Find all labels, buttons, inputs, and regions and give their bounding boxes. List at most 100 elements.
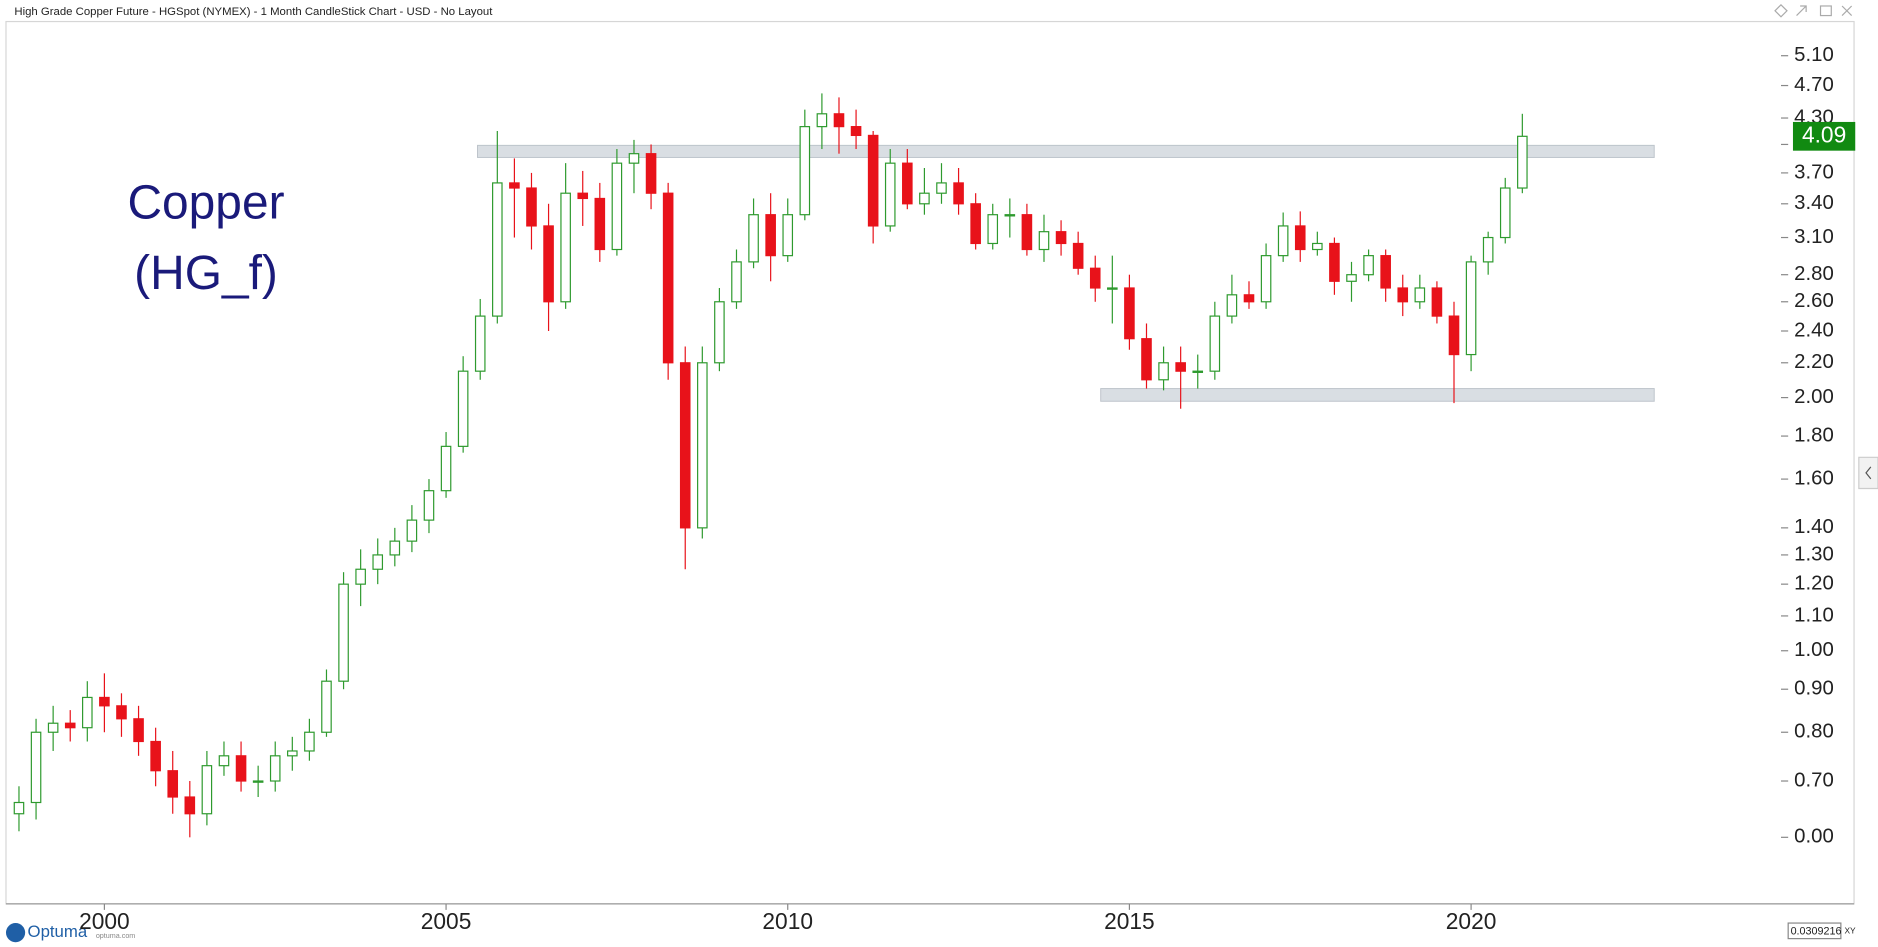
candle bbox=[47, 705, 59, 751]
candle-body bbox=[1158, 362, 1169, 381]
candle-body bbox=[440, 445, 452, 492]
candle bbox=[1465, 255, 1477, 372]
x-tick-label: 2020 bbox=[1446, 908, 1497, 934]
x-tick-label: 2005 bbox=[421, 908, 472, 934]
candle bbox=[1124, 274, 1135, 350]
candle bbox=[389, 527, 401, 567]
candle bbox=[1260, 243, 1272, 309]
y-tick-label: 1.30 bbox=[1794, 543, 1834, 565]
candle bbox=[269, 741, 281, 792]
candle-body bbox=[201, 765, 213, 815]
side-panel-tab[interactable] bbox=[1858, 456, 1878, 490]
readout-box bbox=[1787, 922, 1842, 940]
candle-body bbox=[987, 214, 999, 245]
candle-body bbox=[1329, 242, 1340, 282]
candle bbox=[1329, 237, 1340, 295]
candle-body bbox=[338, 583, 349, 682]
candle-body bbox=[731, 261, 742, 303]
y-tick-label: 1.00 bbox=[1794, 639, 1834, 661]
candle bbox=[645, 144, 657, 210]
candle bbox=[1175, 346, 1186, 409]
candle-body bbox=[1380, 255, 1391, 289]
candle-body bbox=[389, 540, 401, 556]
candle-body bbox=[748, 214, 759, 263]
candle bbox=[1517, 113, 1528, 194]
candle bbox=[372, 538, 384, 585]
candle-body bbox=[116, 705, 127, 720]
candle-body bbox=[287, 750, 298, 757]
icon-layout[interactable] bbox=[1774, 3, 1788, 18]
candle bbox=[1414, 274, 1426, 309]
icon-restore[interactable] bbox=[1819, 5, 1832, 17]
candle-body bbox=[1175, 362, 1186, 372]
candle-body bbox=[1038, 231, 1050, 251]
candle bbox=[526, 172, 537, 250]
candle-body bbox=[594, 197, 606, 251]
window-controls[interactable] bbox=[1774, 3, 1853, 18]
candle bbox=[867, 130, 879, 244]
candle-body bbox=[1141, 338, 1152, 381]
candle bbox=[492, 130, 503, 324]
candle bbox=[543, 203, 554, 332]
y-tick-label: 1.20 bbox=[1794, 573, 1834, 595]
candle bbox=[457, 356, 469, 453]
candle-body bbox=[1414, 287, 1426, 303]
candle bbox=[1431, 281, 1443, 324]
candle bbox=[816, 93, 828, 150]
candle-body bbox=[526, 187, 537, 227]
icon-close[interactable] bbox=[1841, 5, 1853, 16]
candle-body bbox=[1192, 370, 1204, 373]
icon-pin[interactable] bbox=[1796, 5, 1807, 16]
candle bbox=[1380, 249, 1391, 302]
candle-body bbox=[167, 770, 179, 798]
candle-body bbox=[150, 740, 161, 772]
candle-body bbox=[1312, 242, 1323, 251]
candle bbox=[116, 693, 127, 737]
candle bbox=[1312, 231, 1323, 256]
plot: 5.104.704.304.003.703.403.102.802.602.40… bbox=[13, 44, 1856, 934]
candle bbox=[355, 549, 366, 607]
candle bbox=[99, 673, 110, 733]
candle bbox=[1294, 211, 1306, 262]
candle-body bbox=[1260, 255, 1272, 303]
candle-body bbox=[47, 722, 59, 733]
candle-body bbox=[1124, 287, 1135, 340]
candle-body bbox=[1004, 214, 1016, 217]
candle bbox=[850, 109, 862, 150]
candle bbox=[13, 786, 25, 832]
candle bbox=[1448, 301, 1460, 404]
candle bbox=[1363, 249, 1374, 282]
candle-body bbox=[13, 801, 25, 815]
candle bbox=[184, 781, 196, 838]
candle-body bbox=[321, 680, 332, 733]
candle bbox=[765, 193, 776, 282]
candle-body bbox=[1089, 267, 1101, 289]
candle-body bbox=[1482, 236, 1494, 263]
y-tick-label: 0.00 bbox=[1794, 826, 1834, 848]
candle-body bbox=[1294, 225, 1306, 251]
candle-body bbox=[1363, 255, 1374, 276]
y-tick-label: 4.70 bbox=[1794, 74, 1834, 96]
candle-body bbox=[133, 718, 144, 743]
side-panel-arrow[interactable] bbox=[1865, 466, 1872, 480]
candle-body bbox=[64, 722, 76, 729]
y-tick-label: 2.80 bbox=[1794, 263, 1834, 285]
candle bbox=[1055, 220, 1067, 256]
candle bbox=[919, 168, 930, 215]
candle-body bbox=[577, 192, 589, 200]
candle-body bbox=[269, 755, 281, 782]
x-tick-label: 2015 bbox=[1104, 908, 1155, 934]
candle bbox=[628, 139, 640, 194]
candle-body bbox=[1397, 287, 1409, 303]
candle-body bbox=[1072, 242, 1084, 269]
mode-label[interactable]: XY bbox=[1844, 926, 1856, 936]
candle bbox=[902, 149, 913, 210]
candle-body bbox=[970, 203, 981, 245]
candle bbox=[594, 182, 606, 262]
candle-body bbox=[99, 696, 110, 707]
annotation: (HG_f) bbox=[134, 247, 278, 300]
candle-body bbox=[662, 192, 674, 364]
